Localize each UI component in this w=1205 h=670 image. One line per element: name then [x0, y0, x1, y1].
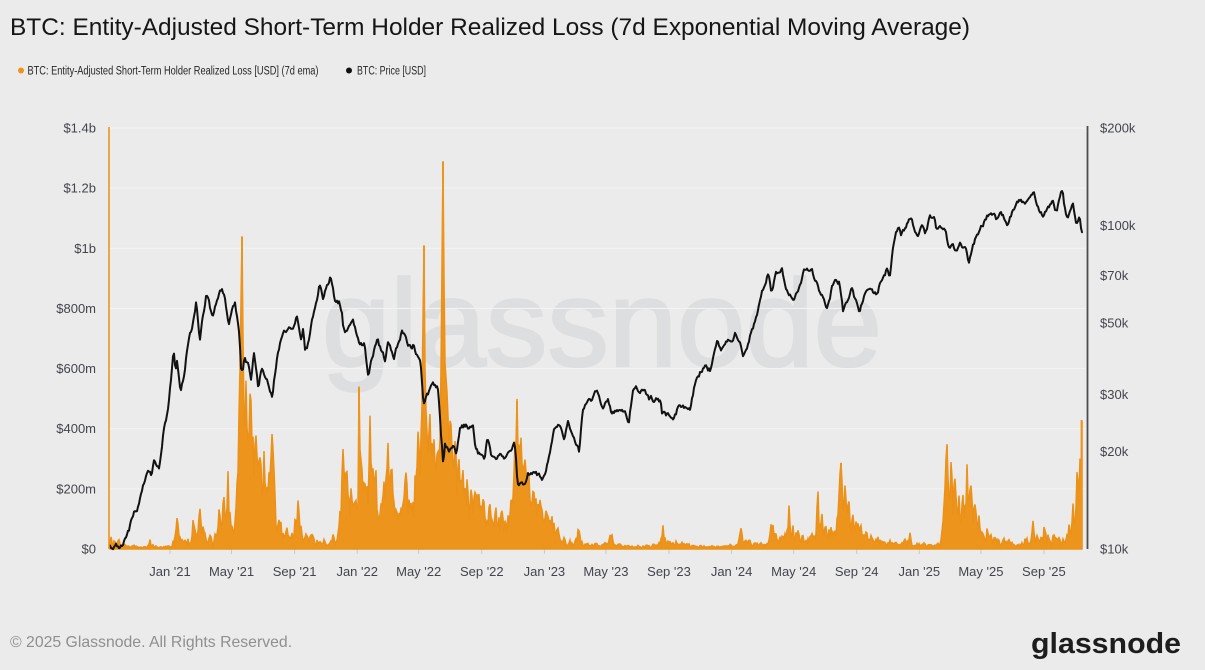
- svg-text:$800m: $800m: [56, 301, 96, 316]
- svg-text:Sep '25: Sep '25: [1022, 564, 1066, 579]
- svg-text:glassnode: glassnode: [322, 256, 882, 393]
- svg-text:Sep '22: Sep '22: [460, 564, 504, 579]
- svg-text:$1.4b: $1.4b: [63, 121, 96, 136]
- svg-text:May '25: May '25: [958, 564, 1003, 579]
- svg-text:BTC: Entity-Adjusted Short-Ter: BTC: Entity-Adjusted Short-Term Holder R…: [28, 66, 319, 78]
- svg-text:$70k: $70k: [1100, 268, 1129, 283]
- svg-text:BTC: Price [USD]: BTC: Price [USD]: [357, 66, 426, 78]
- svg-text:$0: $0: [82, 542, 96, 557]
- svg-text:$10k: $10k: [1100, 542, 1129, 557]
- svg-text:Jan '24: Jan '24: [711, 564, 753, 579]
- svg-text:$200k: $200k: [1100, 121, 1136, 136]
- svg-text:Jan '25: Jan '25: [899, 564, 941, 579]
- svg-text:$200m: $200m: [56, 481, 96, 496]
- svg-text:© 2025 Glassnode. All Rights R: © 2025 Glassnode. All Rights Reserved.: [10, 634, 292, 651]
- svg-text:Jan '21: Jan '21: [149, 564, 191, 579]
- svg-text:$600m: $600m: [56, 361, 96, 376]
- svg-text:$1b: $1b: [74, 241, 96, 256]
- svg-text:$50k: $50k: [1100, 315, 1129, 330]
- svg-text:Jan '23: Jan '23: [524, 564, 566, 579]
- svg-text:$1.2b: $1.2b: [63, 181, 96, 196]
- svg-text:glassnode: glassnode: [1031, 628, 1181, 660]
- svg-text:May '23: May '23: [583, 564, 628, 579]
- svg-text:May '21: May '21: [209, 564, 254, 579]
- svg-text:Sep '23: Sep '23: [647, 564, 691, 579]
- svg-text:$400m: $400m: [56, 421, 96, 436]
- svg-text:Sep '21: Sep '21: [273, 564, 317, 579]
- svg-text:BTC: Entity-Adjusted Short-Ter: BTC: Entity-Adjusted Short-Term Holder R…: [10, 14, 970, 41]
- svg-text:$20k: $20k: [1100, 444, 1129, 459]
- svg-text:Sep '24: Sep '24: [835, 564, 879, 579]
- svg-text:Jan '22: Jan '22: [336, 564, 378, 579]
- svg-text:May '22: May '22: [396, 564, 441, 579]
- svg-text:$100k: $100k: [1100, 218, 1136, 233]
- svg-text:May '24: May '24: [771, 564, 816, 579]
- svg-text:$30k: $30k: [1100, 387, 1129, 402]
